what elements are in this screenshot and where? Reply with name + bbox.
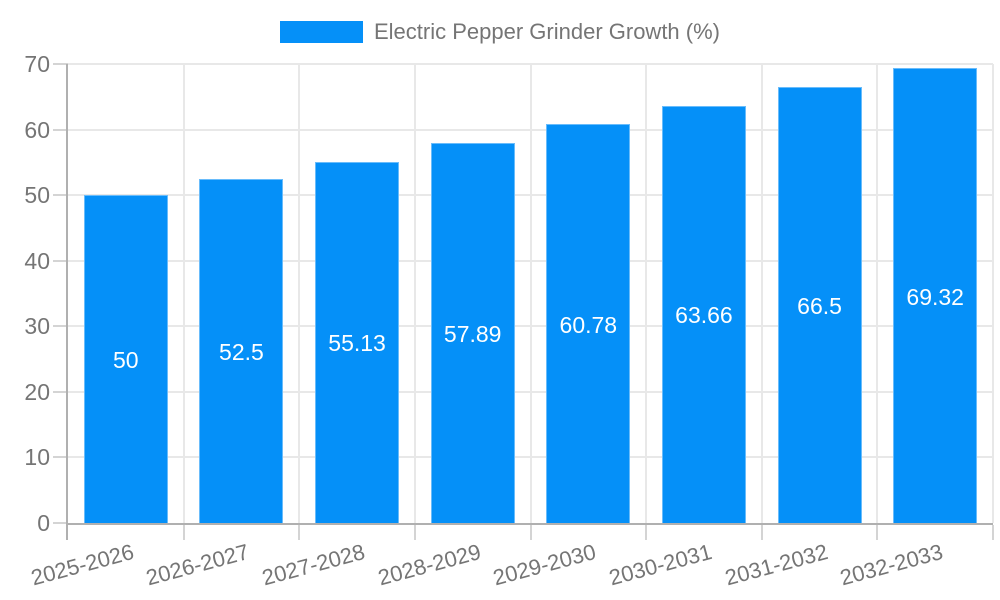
bar: 50 [83, 195, 168, 523]
bar-value-label: 60.78 [559, 311, 618, 338]
bar-value-label: 63.66 [675, 302, 733, 329]
y-tick [53, 456, 68, 459]
y-tick-label: 10 [24, 444, 50, 471]
y-tick [53, 128, 68, 131]
x-tick [413, 525, 416, 540]
y-tick-label: 40 [24, 247, 50, 274]
x-tick [298, 525, 301, 540]
x-tick [182, 525, 185, 540]
x-tick [529, 525, 532, 540]
y-tick [53, 522, 68, 524]
x-gridline [992, 64, 994, 523]
x-tick [760, 525, 763, 540]
bar-value-label: 55.13 [328, 330, 386, 357]
x-gridline [529, 64, 532, 523]
bar: 69.32 [893, 68, 978, 523]
x-gridline [645, 64, 648, 523]
bar: 60.78 [546, 124, 631, 523]
x-gridline [413, 64, 416, 523]
y-tick [53, 390, 68, 393]
legend-label: Electric Pepper Grinder Growth (%) [374, 19, 720, 44]
bar: 63.66 [661, 105, 746, 523]
x-gridline [182, 64, 185, 523]
bar-value-label: 69.32 [906, 283, 964, 310]
bar: 55.13 [315, 161, 400, 523]
x-axis-line [66, 523, 993, 525]
x-tick [645, 525, 648, 540]
y-tick-label: 20 [24, 378, 50, 405]
y-tick [53, 63, 68, 65]
y-axis-line [66, 64, 68, 540]
y-tick-label: 30 [24, 313, 50, 340]
x-tick [876, 525, 879, 540]
y-tick-label: 70 [24, 51, 50, 77]
x-gridline [760, 64, 763, 523]
bar: 52.5 [199, 178, 284, 523]
x-gridline [298, 64, 301, 523]
x-gridline [876, 64, 879, 523]
legend: Electric Pepper Grinder Growth (%) [0, 19, 1000, 45]
bar: 66.5 [777, 86, 862, 523]
bar-value-label: 52.5 [219, 338, 264, 365]
bar-value-label: 66.5 [797, 292, 842, 319]
bar-value-label: 57.89 [443, 321, 502, 348]
y-tick-label: 50 [24, 182, 50, 209]
x-tick [992, 525, 994, 540]
legend-swatch [280, 21, 363, 43]
y-tick-label: 60 [24, 116, 50, 143]
bar-value-label: 50 [113, 347, 139, 374]
y-tick-label: 0 [37, 510, 50, 536]
y-tick [53, 325, 68, 328]
bar: 57.89 [430, 143, 515, 523]
y-tick [53, 259, 68, 262]
y-tick [53, 194, 68, 197]
